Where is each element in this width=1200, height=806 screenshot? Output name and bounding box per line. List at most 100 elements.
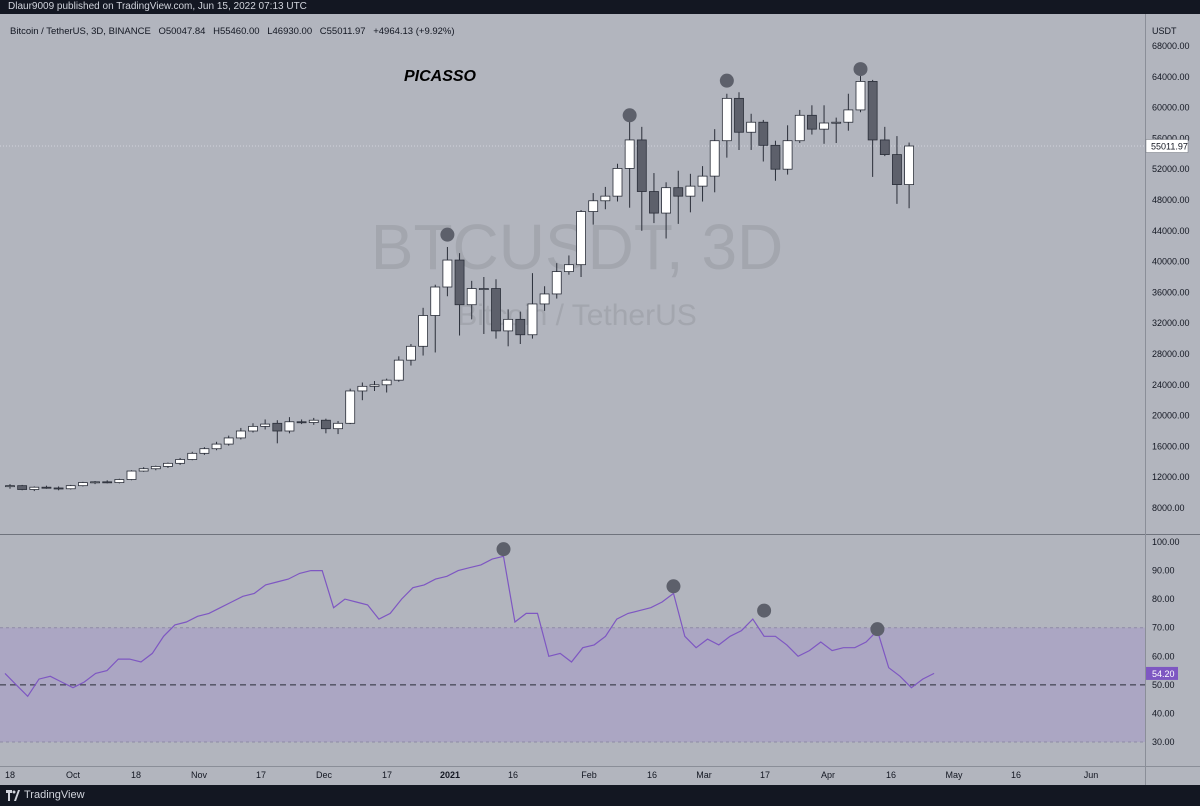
candle-body — [527, 303, 538, 336]
candle-body — [843, 109, 854, 123]
price-pane[interactable] — [0, 14, 1145, 534]
time-tick-label: 17 — [256, 770, 266, 780]
candle-body — [248, 425, 258, 432]
time-tick-label: Apr — [821, 770, 835, 780]
rsi-peak-marker[interactable] — [496, 542, 511, 557]
candle-body — [721, 97, 732, 142]
footer-bar: TradingView — [0, 785, 1200, 806]
legend-line: Bitcoin / TetherUS, 3D, BINANCE O50047.8… — [10, 26, 455, 37]
tradingview-logo-icon — [6, 790, 20, 801]
time-tick-label: Oct — [66, 770, 81, 780]
rsi-peak-marker[interactable] — [757, 603, 772, 618]
candle-body — [673, 187, 684, 197]
candle-body — [709, 140, 720, 177]
price-tick-label: 36000.00 — [1152, 287, 1190, 297]
footer-brand: TradingView — [24, 789, 85, 801]
candle-body — [879, 139, 890, 155]
legend-open: O50047.84 — [158, 26, 205, 37]
candle-body — [454, 259, 465, 306]
candle-body — [163, 462, 173, 467]
candle-body — [697, 175, 708, 187]
rsi-last-value: 54.20 — [1152, 669, 1175, 679]
rsi-tick-label: 100.00 — [1152, 537, 1180, 547]
time-tick-label: 18 — [131, 770, 141, 780]
candle-body — [661, 187, 671, 214]
price-tick-label: 60000.00 — [1152, 103, 1190, 113]
candle-body — [685, 185, 696, 197]
time-tick-label: Feb — [581, 770, 597, 780]
candle-body — [406, 345, 416, 361]
price-axis[interactable]: 68000.00 64000.00 60000.00 56000.00 52000.00… — [1152, 41, 1190, 513]
candle-body — [612, 168, 623, 197]
candle-body — [794, 114, 805, 142]
candle-body — [235, 430, 246, 439]
publish-info-bar: Dlaur9009 published on TradingView.com, … — [0, 0, 1200, 14]
candle-body — [393, 359, 404, 381]
candle-body — [90, 481, 100, 484]
time-tick-label: 16 — [647, 770, 657, 780]
candle-body — [564, 264, 574, 273]
candle-body — [175, 459, 186, 464]
rsi-line — [4, 555, 935, 698]
peak-marker[interactable] — [440, 227, 455, 242]
price-tick-label: 52000.00 — [1152, 164, 1190, 174]
candle-body — [102, 481, 113, 484]
candle-body — [345, 390, 356, 424]
candle-body — [807, 114, 817, 130]
rsi-tick-label: 80.00 — [1152, 594, 1175, 604]
peak-marker[interactable] — [853, 62, 868, 77]
time-tick-label: May — [945, 770, 963, 780]
candle-body — [624, 139, 635, 169]
candle-body — [296, 421, 307, 424]
time-tick-label: 16 — [508, 770, 518, 780]
publisher-text: Dlaur9009 published on TradingView.com, … — [8, 1, 307, 12]
rsi-peak-marker[interactable] — [666, 579, 681, 594]
last-price-label: 55011.97 — [1145, 139, 1189, 153]
candle-body — [211, 443, 222, 450]
candle-body — [357, 385, 368, 392]
time-tick-label: Mar — [696, 770, 712, 780]
candle-body — [430, 286, 441, 316]
time-tick-label: Dec — [316, 770, 333, 780]
candle-body — [381, 379, 392, 386]
peak-marker[interactable] — [622, 108, 637, 123]
legend-high: H55460.00 — [213, 26, 259, 37]
peak-marker[interactable] — [719, 73, 734, 88]
price-tick-label: 12000.00 — [1152, 472, 1190, 482]
candle-body — [138, 468, 149, 472]
candle-body — [734, 97, 744, 133]
last-price-value: 55011.97 — [1151, 142, 1188, 152]
rsi-peak-markers — [496, 542, 885, 637]
legend-low: L46930.00 — [267, 26, 312, 37]
candle-body — [892, 154, 902, 186]
legend-change: +4964.13 (+9.92%) — [373, 26, 454, 37]
candle-body — [758, 121, 769, 146]
time-tick-label: Jun — [1084, 770, 1099, 780]
candle-body — [867, 81, 878, 141]
price-axis-unit: USDT — [1152, 26, 1177, 36]
candle-body — [199, 448, 210, 454]
candle-body — [588, 200, 599, 212]
price-tick-label: 64000.00 — [1152, 72, 1190, 82]
chart-canvas[interactable]: BTCUSDT, 3D Bitcoin / TetherUS Bitcoin /… — [0, 14, 1200, 785]
rsi-last-label: 54.20 — [1146, 666, 1178, 680]
candle-body — [539, 293, 550, 305]
rsi-tick-label: 70.00 — [1152, 623, 1175, 633]
candle-body — [260, 423, 271, 427]
rsi-axis[interactable]: 100.00 90.00 80.00 70.00 60.00 50.00 40.00 30.0… — [1152, 537, 1180, 747]
picasso-annotation[interactable]: PICASSO — [404, 68, 477, 85]
candle-body — [576, 211, 586, 266]
rsi-peak-marker[interactable] — [870, 622, 885, 637]
rsi-tick-label: 50.00 — [1152, 680, 1175, 690]
time-tick-label: Nov — [191, 770, 208, 780]
price-peak-markers — [440, 62, 868, 242]
time-axis[interactable]: 18 Oct 18 Nov 17 Dec 17 2021 16 Feb 16 Mar 17 Apr 16 Ma… — [5, 770, 1098, 780]
price-tick-label: 68000.00 — [1152, 41, 1190, 51]
candle-body — [272, 422, 283, 432]
candle-body — [29, 486, 40, 490]
candle-body — [333, 422, 343, 430]
price-tick-label: 28000.00 — [1152, 349, 1190, 359]
candle-body — [17, 485, 28, 490]
legend-symbol: Bitcoin / TetherUS, 3D, BINANCE — [10, 26, 151, 37]
